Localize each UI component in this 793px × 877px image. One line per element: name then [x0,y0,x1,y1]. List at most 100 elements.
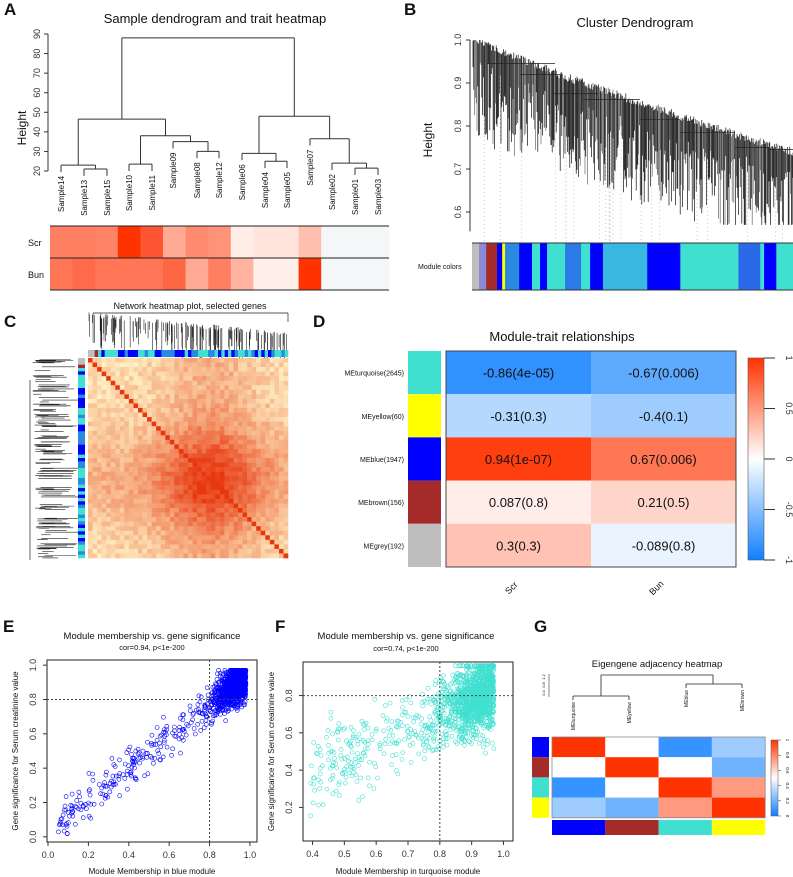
heatmap-cell [274,444,280,450]
heatmap-cell [242,376,248,382]
heatmap-cell [233,471,239,477]
heatmap-cell [247,553,252,559]
heatmap-cell [101,467,107,472]
heatmap-cell [119,535,125,541]
heatmap-cell [169,553,175,559]
heatmap-cell [124,553,130,559]
heatmap-cell [97,376,102,382]
module-color-swatch [408,523,441,567]
heatmap-cell [160,444,166,450]
heatmap-cell [97,417,102,422]
y-tick-label: 0.7 [453,163,463,176]
scatter-point [335,729,341,735]
trait-cell [230,226,254,258]
heatmap-cell [156,539,162,545]
heatmap-cell [206,530,212,536]
heatmap-cell [247,462,252,468]
heatmap-cell [269,426,275,432]
heatmap-cell [274,498,280,504]
heatmap-cell [174,421,180,427]
heatmap-cell [124,480,130,486]
heatmap-cell [101,430,107,436]
heatmap-cell [283,439,289,445]
heatmap-cell [97,467,102,472]
heatmap-cell [201,512,207,518]
heatmap-cell [260,417,266,422]
heatmap-cell [242,544,248,550]
heatmap-cell [188,398,193,404]
heatmap-cell [228,376,234,382]
heatmap-cell [160,553,166,559]
heatmap-cell [151,494,157,500]
scatter-point [151,760,156,766]
heatmap-cell [188,439,193,445]
correlation-label: 0.087(0.8) [489,495,548,510]
heatmap-cell [247,367,252,372]
heatmap-cell [274,389,280,395]
module-color-strip [78,518,85,522]
heatmap-cell [147,439,152,445]
heatmap-cell [138,512,143,518]
heatmap-cell [251,526,257,532]
heatmap-cell [201,408,207,413]
heatmap-cell [269,376,275,382]
heatmap-cell [101,444,107,450]
module-color-swatch [408,394,441,438]
heatmap-cell [260,494,266,500]
heatmap-cell [197,521,202,527]
heatmap-cell [124,385,130,391]
heatmap-cell [119,385,125,391]
heatmap-cell [101,458,107,463]
heatmap-cell [265,485,271,491]
scatter-point [149,741,154,746]
heatmap-cell [210,503,216,509]
heatmap-cell [178,535,184,541]
module-color-strip [98,350,102,357]
heatmap-cell [274,380,280,386]
scatter-point [240,690,245,696]
heatmap-cell [269,489,275,495]
heatmap-cell [256,389,262,395]
scatter-point [201,725,207,731]
heatmap-cell [210,362,216,368]
module-color-strip [154,350,159,357]
heatmap-cell [128,535,134,541]
heatmap-cell [165,548,171,554]
heatmap-cell [128,430,134,436]
heatmap-cell [142,453,148,459]
heatmap-cell [210,544,216,550]
heatmap-cell [88,362,93,368]
scatter-point [136,750,142,756]
heatmap-cell [110,376,116,382]
heatmap-cell [233,526,239,532]
heatmap-cell [128,480,134,486]
heatmap-cell [260,458,266,463]
heatmap-cell [92,476,98,482]
scatter-point [449,733,455,739]
heatmap-cell [283,421,289,427]
scatter-point [57,822,62,828]
scatter-point [161,740,167,745]
module-color-strip [94,350,99,357]
heatmap-cell [242,553,248,559]
heatmap-cell [215,435,221,441]
heatmap-cell [201,362,207,368]
trait-cell [208,258,232,290]
heatmap-cell [215,485,221,491]
correlation-cell [591,394,736,438]
heatmap-cell [278,444,284,450]
heatmap-cell [256,435,262,441]
heatmap-cell [201,435,207,441]
heatmap-cell [210,417,216,422]
scatter-point [236,684,241,690]
heatmap-cell [233,380,239,386]
heatmap-cell [197,403,202,409]
heatmap-cell [233,453,239,459]
scatter-point [243,670,248,675]
heatmap-cell [242,548,248,554]
heatmap-cell [165,403,171,409]
heatmap-cell [242,380,248,386]
heatmap-cell [119,498,125,504]
heatmap-cell [106,548,112,554]
scatter-point [373,726,379,732]
